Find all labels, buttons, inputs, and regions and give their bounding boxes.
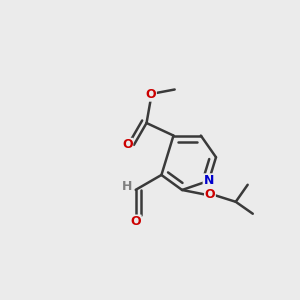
Text: O: O xyxy=(205,188,215,201)
Text: O: O xyxy=(130,215,141,228)
Text: H: H xyxy=(122,180,132,194)
Text: N: N xyxy=(204,174,214,187)
Text: O: O xyxy=(146,88,156,101)
Text: O: O xyxy=(122,138,133,152)
